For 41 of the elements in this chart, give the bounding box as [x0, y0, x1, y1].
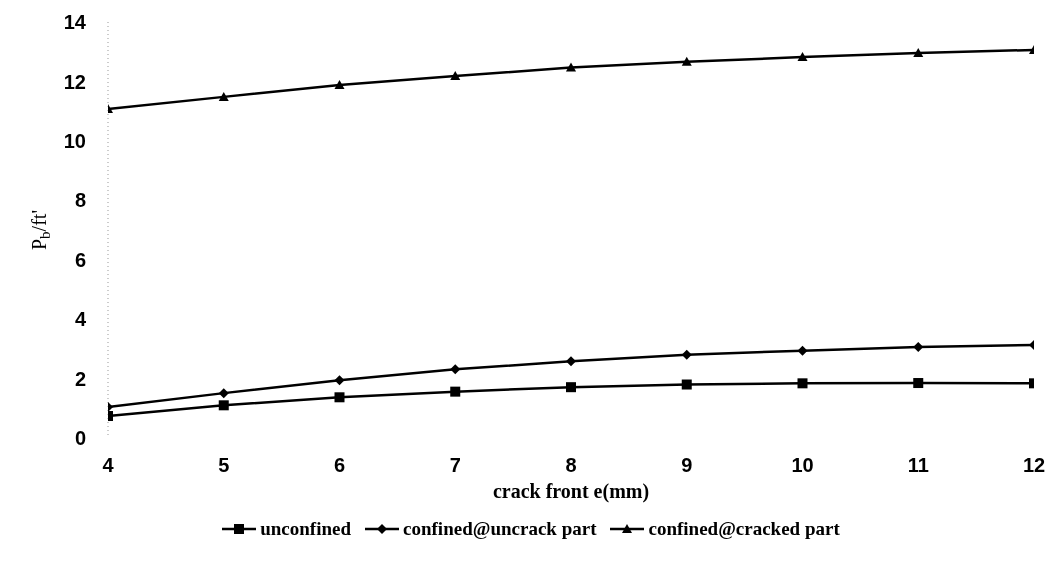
legend-label: unconfined	[260, 518, 352, 540]
y-tick-label: 8	[74, 189, 86, 212]
point	[450, 386, 461, 397]
y-tick-label: 10	[63, 129, 86, 152]
legend-label: confined@cracked part	[648, 518, 840, 540]
y-tick-label: 6	[74, 248, 86, 271]
y-tick-label: 12	[63, 70, 86, 93]
point	[913, 342, 924, 353]
point	[334, 375, 345, 386]
point	[797, 378, 808, 389]
x-tick-label: 6	[333, 454, 346, 477]
point	[450, 71, 461, 81]
point	[218, 400, 229, 411]
point	[681, 379, 692, 390]
point	[334, 79, 345, 89]
x-tick-label: 5	[218, 454, 230, 477]
y-tick-label: 4	[74, 308, 87, 331]
x-tick-label: 12	[1022, 454, 1046, 477]
point	[797, 345, 808, 356]
y-tick-label: 2	[74, 367, 86, 390]
x-tick-label: 4	[102, 454, 115, 477]
point	[566, 382, 576, 393]
point	[913, 47, 924, 57]
x-axis-title: crack front e(mm)	[492, 480, 650, 503]
x-tick-label: 7	[449, 454, 461, 477]
point	[681, 349, 692, 360]
point	[913, 378, 924, 389]
legend-label: confined@uncrack part	[403, 518, 597, 540]
point	[797, 52, 808, 62]
x-tick-label: 8	[565, 454, 577, 477]
y-tick-label: 14	[63, 11, 87, 34]
x-tick-label: 11	[907, 454, 929, 477]
point	[681, 56, 692, 66]
point	[566, 356, 576, 367]
point	[218, 388, 229, 399]
point	[218, 91, 229, 101]
point	[450, 364, 461, 375]
x-tick-label: 9	[681, 454, 693, 477]
y-tick-label: 0	[74, 427, 86, 450]
point	[334, 392, 345, 403]
x-tick-label: 10	[791, 454, 814, 477]
